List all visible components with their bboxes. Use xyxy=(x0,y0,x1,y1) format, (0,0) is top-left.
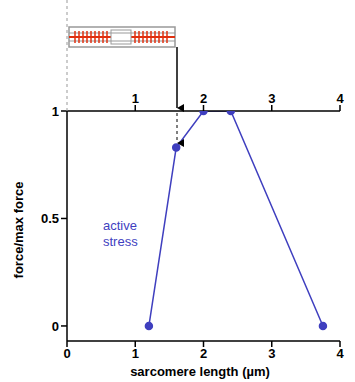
svg-text:0: 0 xyxy=(63,346,70,361)
svg-text:0: 0 xyxy=(52,319,59,334)
svg-text:4: 4 xyxy=(336,346,344,361)
svg-text:2: 2 xyxy=(200,346,207,361)
svg-text:4: 4 xyxy=(336,91,344,106)
svg-text:activestress: activestress xyxy=(103,218,138,249)
svg-text:sarcomere length (µm): sarcomere length (µm) xyxy=(130,364,270,379)
svg-text:2: 2 xyxy=(200,91,207,106)
svg-text:3: 3 xyxy=(268,346,275,361)
svg-text:1: 1 xyxy=(132,91,139,106)
svg-text:0.5: 0.5 xyxy=(41,211,59,226)
svg-text:force/max force: force/max force xyxy=(11,182,26,279)
svg-text:1: 1 xyxy=(52,104,59,119)
svg-text:3: 3 xyxy=(268,91,275,106)
svg-text:1: 1 xyxy=(132,346,139,361)
